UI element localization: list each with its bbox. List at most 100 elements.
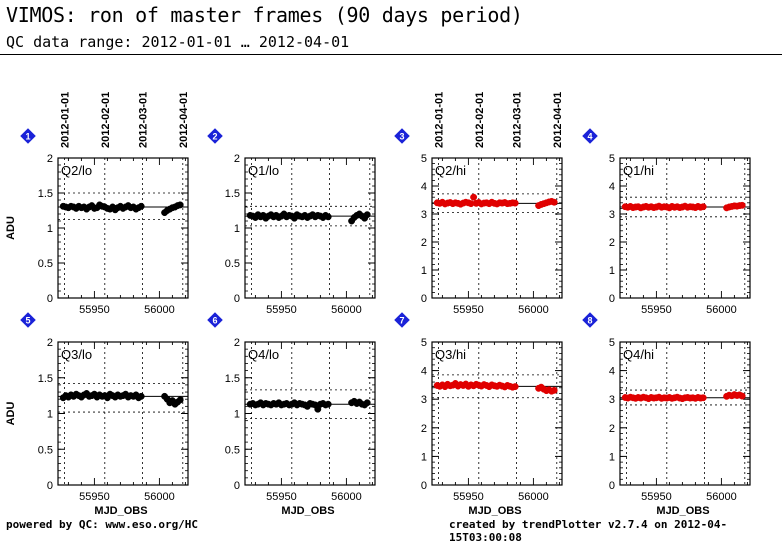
panel-label: Q3/lo bbox=[61, 347, 92, 362]
y-tick-label: 4 bbox=[421, 366, 427, 378]
y-tick-label: 0.5 bbox=[225, 258, 240, 270]
y-tick-label: 2 bbox=[609, 423, 615, 435]
page-subtitle: QC data range: 2012-01-01 … 2012-04-01 bbox=[6, 33, 350, 51]
footer-created-by: created by trendPlotter v2.7.4 on 2012-0… bbox=[449, 518, 728, 544]
y-tick-label: 4 bbox=[609, 181, 615, 193]
date-axis-label: 2012-01-01 bbox=[434, 92, 446, 148]
data-point bbox=[550, 198, 558, 206]
x-tick-label: 56000 bbox=[144, 304, 175, 316]
date-axis-label: 2012-03-01 bbox=[138, 92, 150, 148]
panel-5: 0 0.5 1 1.5 2 55950 56000 Q3/lo 5 ADU MJD_OBS bbox=[5, 312, 189, 517]
date-axis-label: 2012-03-01 bbox=[512, 92, 524, 148]
y-tick-label: 0.5 bbox=[38, 444, 53, 456]
x-axis-label: MJD_OBS bbox=[281, 505, 334, 517]
panel-7: 0 1 2 3 4 5 55950 56000 Q3/hi 7 MJD_OBS bbox=[394, 312, 563, 517]
y-tick-label: 5 bbox=[609, 153, 615, 165]
panel-label: Q1/hi bbox=[623, 163, 654, 178]
y-tick-label: 1 bbox=[421, 265, 427, 277]
y-tick-label: 3 bbox=[609, 394, 615, 406]
data-point bbox=[137, 202, 145, 210]
data-point bbox=[176, 396, 184, 404]
plot-frame bbox=[244, 341, 376, 486]
data-point bbox=[363, 399, 371, 407]
y-tick-label: 4 bbox=[421, 181, 427, 193]
y-tick-label: 1 bbox=[234, 223, 240, 235]
panel-label: Q3/hi bbox=[435, 347, 466, 362]
y-tick-label: 5 bbox=[609, 337, 615, 349]
y-tick-label: 1 bbox=[609, 265, 615, 277]
y-tick-label: 1 bbox=[47, 409, 53, 421]
date-axis-label: 2012-04-01 bbox=[178, 92, 190, 148]
x-tick-label: 55950 bbox=[79, 491, 110, 503]
x-tick-label: 55950 bbox=[453, 491, 484, 503]
y-tick-label: 1 bbox=[47, 223, 53, 235]
data-point bbox=[324, 400, 332, 408]
x-tick-label: 55950 bbox=[266, 491, 297, 503]
x-tick-label: 56000 bbox=[144, 491, 175, 503]
data-point bbox=[738, 201, 746, 209]
panel-6: 0 0.5 1 1.5 2 55950 56000 Q4/lo 6 MJD_OBS bbox=[207, 312, 376, 517]
x-tick-label: 56000 bbox=[331, 304, 362, 316]
y-tick-label: 1.5 bbox=[225, 188, 240, 200]
data-point bbox=[137, 392, 145, 400]
y-tick-label: 1.5 bbox=[38, 188, 53, 200]
plot-frame bbox=[431, 341, 563, 486]
date-axis-label: 2012-01-01 bbox=[60, 92, 72, 148]
y-axis-label: ADU bbox=[5, 216, 17, 240]
y-tick-label: 2 bbox=[234, 153, 240, 165]
panel-label: Q2/hi bbox=[435, 163, 466, 178]
data-point bbox=[176, 201, 184, 209]
panel-label: Q4/lo bbox=[248, 347, 279, 362]
y-tick-label: 0 bbox=[234, 293, 240, 305]
data-point bbox=[363, 211, 371, 219]
date-axis-label: 2012-02-01 bbox=[100, 92, 112, 148]
data-point bbox=[699, 203, 707, 211]
panel-2: 0 0.5 1 1.5 2 55950 56000 Q1/lo 2 bbox=[207, 128, 376, 316]
x-axis-label: MJD_OBS bbox=[468, 505, 521, 517]
panel-3: 0 1 2 3 4 5 55950 56000 Q2/hi 3 2012-01-01 2012-02-… bbox=[394, 92, 564, 316]
data-point bbox=[511, 199, 519, 207]
y-tick-label: 0.5 bbox=[38, 258, 53, 270]
y-tick-label: 2 bbox=[609, 237, 615, 249]
plot-frame bbox=[619, 341, 751, 486]
y-tick-label: 5 bbox=[421, 153, 427, 165]
panel-label: Q4/hi bbox=[623, 347, 654, 362]
panel-number: 1 bbox=[25, 132, 30, 142]
y-tick-label: 2 bbox=[47, 337, 53, 349]
data-point bbox=[550, 386, 558, 394]
y-tick-label: 0 bbox=[609, 480, 615, 492]
panel-number: 8 bbox=[587, 316, 592, 326]
panel-number: 7 bbox=[399, 316, 404, 326]
y-tick-label: 2 bbox=[421, 423, 427, 435]
y-tick-label: 0 bbox=[421, 480, 427, 492]
x-tick-label: 56000 bbox=[706, 304, 737, 316]
y-tick-label: 0 bbox=[421, 293, 427, 305]
x-tick-label: 55950 bbox=[453, 304, 484, 316]
footer-powered-by: powered by QC: www.eso.org/HC bbox=[6, 518, 199, 531]
panel-number: 5 bbox=[25, 316, 30, 326]
plot-frame bbox=[431, 157, 563, 299]
y-tick-label: 3 bbox=[609, 209, 615, 221]
panel-number-badge bbox=[394, 128, 410, 144]
plot-frame bbox=[619, 157, 751, 299]
y-tick-label: 2 bbox=[47, 153, 53, 165]
y-tick-label: 0.5 bbox=[225, 444, 240, 456]
panel-number-badge bbox=[207, 312, 223, 328]
panel-number: 2 bbox=[212, 132, 217, 142]
y-tick-label: 0 bbox=[47, 293, 53, 305]
panel-number-badge bbox=[207, 128, 223, 144]
y-tick-label: 4 bbox=[609, 366, 615, 378]
plot-frame bbox=[57, 341, 189, 486]
y-tick-label: 3 bbox=[421, 394, 427, 406]
data-point bbox=[699, 394, 707, 402]
panel-number: 6 bbox=[212, 316, 217, 326]
date-axis-label: 2012-02-01 bbox=[474, 92, 486, 148]
y-axis-label: ADU bbox=[5, 402, 17, 426]
date-axis-label: 2012-04-01 bbox=[552, 92, 564, 148]
title-divider bbox=[0, 54, 782, 55]
x-tick-label: 55950 bbox=[641, 491, 672, 503]
x-tick-label: 55950 bbox=[79, 304, 110, 316]
y-tick-label: 1.5 bbox=[38, 373, 53, 385]
page-title: VIMOS: ron of master frames (90 days per… bbox=[6, 3, 523, 27]
